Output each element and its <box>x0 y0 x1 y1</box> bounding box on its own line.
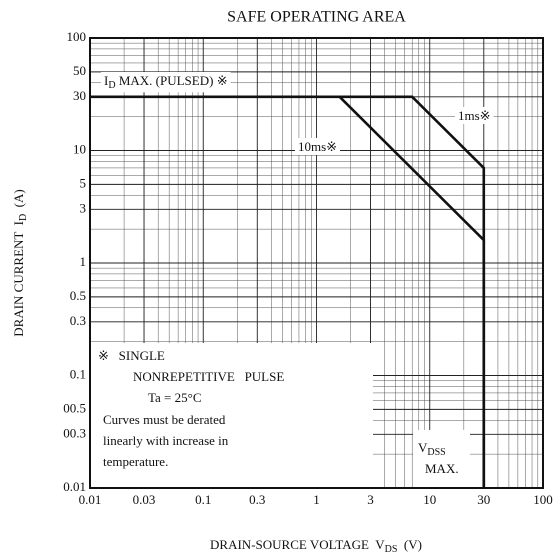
annotation-bg <box>422 459 462 477</box>
x-tick-label: 0.3 <box>249 492 265 507</box>
y-tick-label: 3 <box>80 200 87 215</box>
annotation-text: 1ms※ <box>458 108 491 123</box>
y-axis-label-text: DRAIN CURRENT I <box>11 221 26 337</box>
annotation-text: 10ms※ <box>298 139 337 154</box>
y-axis-label: DRAIN CURRENT ID (A) <box>11 189 29 336</box>
y-axis-label-sub: D <box>18 214 29 221</box>
note-box <box>91 343 373 487</box>
x-axis-label-sub: DS <box>385 544 398 555</box>
y-tick-label: 0.01 <box>63 479 86 494</box>
x-tick-label: 30 <box>477 492 490 507</box>
plot-frame <box>89 37 544 489</box>
annotation-bg <box>415 438 449 460</box>
y-tick-label: 5 <box>80 175 87 190</box>
y-tick-label: 0.5 <box>70 288 86 303</box>
y-tick-label: 30 <box>73 88 86 103</box>
y-tick-label: 0.1 <box>70 366 86 381</box>
annotation-text: MAX. <box>425 461 459 476</box>
annotation-bg <box>295 137 341 155</box>
annotation: ID MAX. (PULSED) ※ <box>104 73 228 91</box>
y-tick-label: 00.5 <box>63 400 86 415</box>
y-tick-label: 0.3 <box>70 313 86 328</box>
x-tick-label: 10 <box>423 492 436 507</box>
y-tick-label: 10 <box>73 141 86 156</box>
x-tick-label: 0.1 <box>195 492 211 507</box>
note-line: ※ SINGLE <box>98 348 165 363</box>
annotation: VDSS <box>418 440 446 458</box>
note-line: temperature. <box>103 454 168 469</box>
annotation: 1ms※ <box>458 108 491 123</box>
annotation: MAX. <box>425 461 459 476</box>
y-tick-label: 50 <box>73 63 86 78</box>
y-tick-label: 00.3 <box>63 425 86 440</box>
x-tick-label: 100 <box>533 492 553 507</box>
x-axis-label-text: DRAIN-SOURCE VOLTAGE V <box>210 537 385 552</box>
annotation-after: MAX. (PULSED) ※ <box>116 73 228 88</box>
note-line: NONREPETITIVE PULSE <box>133 369 284 384</box>
annotation-text: V <box>418 440 428 455</box>
annotation: 10ms※ <box>298 139 337 154</box>
x-axis-label-after: (V) <box>397 537 422 552</box>
chart-title: SAFE OPERATING AREA <box>227 9 406 26</box>
x-tick-label: 0.03 <box>133 492 156 507</box>
x-axis-label: DRAIN-SOURCE VOLTAGE VDS (V) <box>210 537 422 555</box>
annotation-bg <box>101 71 231 93</box>
x-tick-label: 0.01 <box>79 492 102 507</box>
annotation-sub: DSS <box>427 447 445 458</box>
y-tick-label: 100 <box>67 29 87 44</box>
curve <box>338 95 486 488</box>
y-axis-label-after: (A) <box>11 189 26 214</box>
note-line: Ta = 25°C <box>148 390 202 405</box>
annotation-bg <box>455 106 494 124</box>
y-tick-label: 1 <box>80 254 87 269</box>
note-line: linearly with increase in <box>103 433 229 448</box>
note-line: Curves must be derated <box>103 412 226 427</box>
annotation-text: I <box>104 73 108 88</box>
x-tick-label: 3 <box>367 492 374 507</box>
annotation-sub: D <box>108 80 115 91</box>
x-tick-label: 1 <box>313 492 320 507</box>
